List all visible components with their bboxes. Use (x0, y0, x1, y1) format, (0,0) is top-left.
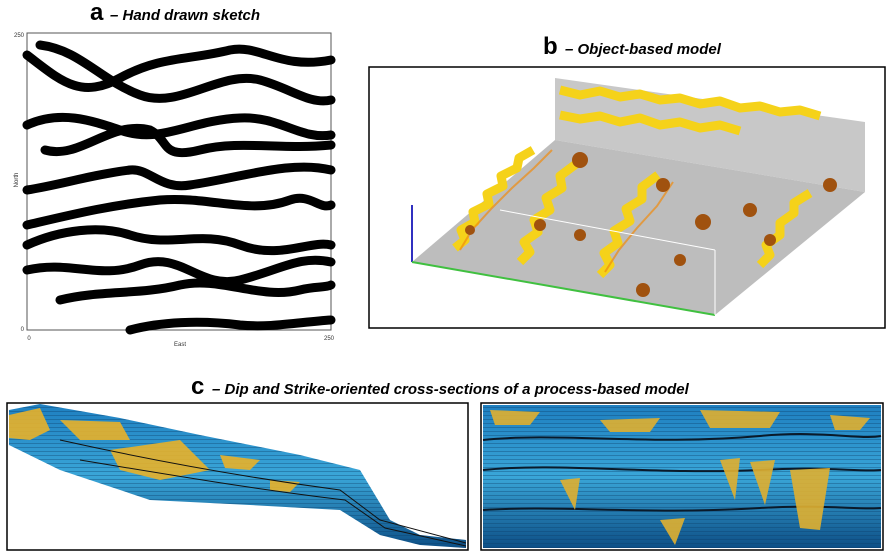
y-tick-label: 0 (21, 327, 25, 333)
panel-title: – Object-based model (565, 41, 722, 58)
figure: a – Hand drawn sketch North East 250 0 0… (0, 0, 887, 554)
panel-title: – Hand drawn sketch (110, 7, 260, 24)
x-tick-label: 250 (324, 336, 335, 342)
panel-letter: b (543, 33, 558, 60)
x-axis-label: East (174, 342, 186, 348)
x-tick-label: 0 (27, 336, 31, 342)
y-tick-label: 250 (14, 33, 25, 39)
y-axis-label: North (14, 173, 20, 188)
panel-title: – Dip and Strike-oriented cross-sections… (212, 381, 690, 398)
panel-letter: c (191, 373, 204, 400)
strike-section (483, 405, 881, 548)
panel-letter: a (90, 0, 104, 26)
